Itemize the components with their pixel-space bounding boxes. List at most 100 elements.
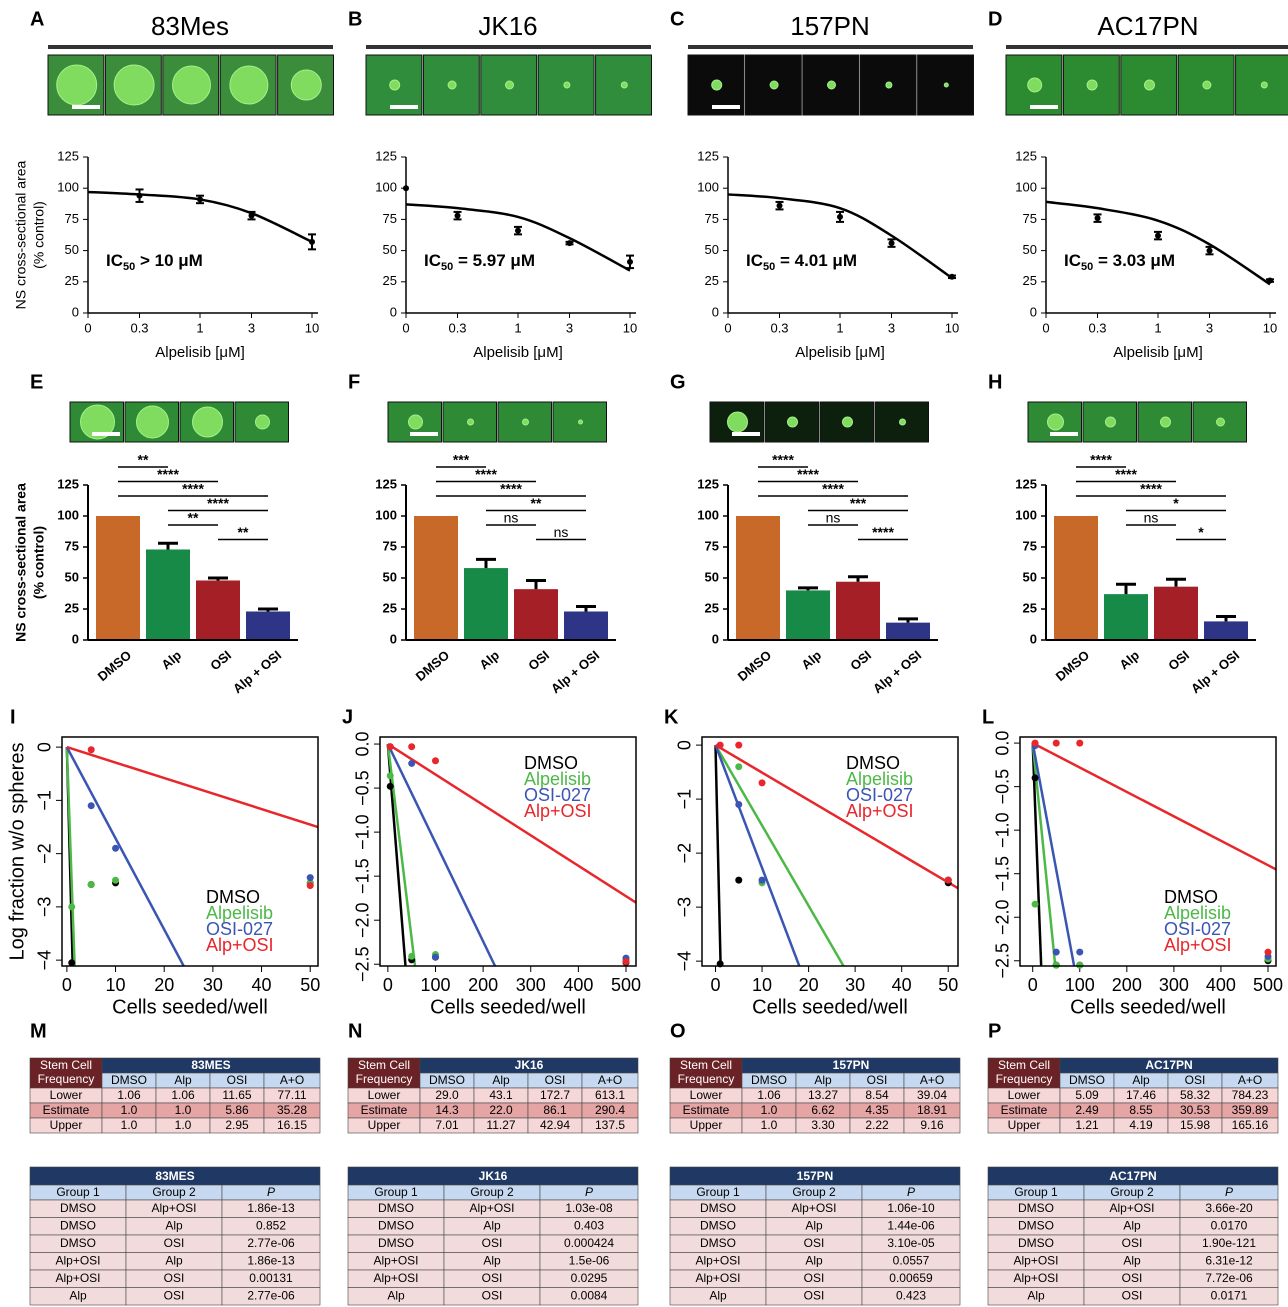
significance-label: **** (822, 481, 844, 497)
significance-label: **** (182, 481, 204, 497)
x-tick-label: Alp + OSI (1188, 647, 1242, 696)
bar (564, 611, 608, 640)
y-tick-label: 125 (375, 148, 397, 163)
panel-letter: J (342, 706, 353, 728)
cell-text: 1.44e-06 (887, 1219, 935, 1233)
x-tick-label: 3 (888, 320, 895, 335)
x-tick-label: 100 (1065, 975, 1095, 995)
spheroid (1203, 81, 1211, 89)
plot-frame (62, 737, 318, 966)
cell-text: Estimate (43, 1103, 90, 1117)
column-header: Group 1 (696, 1185, 740, 1199)
y-tick-label: −3 (35, 897, 55, 918)
column-header: Alp (1132, 1073, 1150, 1087)
y-tick-label: 75 (705, 538, 719, 553)
scale-bar (410, 432, 438, 436)
significance-label: **** (475, 466, 497, 482)
y-tick-label: 125 (1015, 476, 1037, 491)
x-tick-label: Alp (158, 647, 184, 672)
x-tick-label: 0 (84, 320, 91, 335)
y-tick-label: 125 (375, 476, 397, 491)
x-tick-label: 10 (1263, 320, 1277, 335)
table-title: 83MES (191, 1058, 230, 1072)
spheroid (828, 81, 836, 89)
bar (464, 568, 508, 640)
cell-text: 0.0557 (893, 1254, 930, 1268)
annotation-text: = 4.01 μM (775, 251, 857, 270)
data-point (1207, 248, 1213, 254)
spheroid (523, 419, 529, 425)
corner-label: Stem Cell (680, 1058, 732, 1072)
spheroid (944, 83, 948, 87)
y-tick-label: −1.5 (993, 856, 1013, 892)
panel-letter: C (670, 8, 684, 30)
y-tick-label: 50 (383, 242, 397, 257)
cell-text: 11.27 (486, 1118, 515, 1132)
data-point (837, 214, 843, 220)
data-point (777, 203, 783, 209)
cell-text: 0.0171 (1211, 1289, 1248, 1303)
x-tick-label: 0 (383, 975, 393, 995)
cell-text: 172.7 (540, 1088, 570, 1102)
scale-bar (1030, 105, 1058, 109)
significance-label: ns (826, 510, 841, 526)
bar (1054, 516, 1098, 640)
cell-text: 43.1 (489, 1088, 513, 1102)
spheroid (291, 70, 321, 100)
legend-entry: Alp+OSI (524, 801, 592, 821)
fit-curve (1046, 202, 1270, 284)
data-point (432, 757, 439, 764)
cell-text: 290.4 (595, 1103, 625, 1117)
y-tick-label: 50 (1023, 242, 1037, 257)
cell-text: Alp+OSI (1109, 1201, 1154, 1215)
corner-label: Stem Cell (998, 1058, 1050, 1072)
bar (736, 516, 780, 640)
y-tick-label: −4 (675, 951, 695, 972)
y-axis-label: (% control) (31, 201, 47, 269)
x-tick-label: 200 (468, 975, 498, 995)
column-header: A+O (920, 1073, 944, 1087)
cell-text: Alp (805, 1219, 823, 1233)
cell-text: 2.77e-06 (247, 1289, 295, 1303)
fit-line (715, 745, 958, 888)
cell-text: 1.0 (761, 1118, 778, 1132)
column-header: P (267, 1185, 275, 1199)
cell-text: 5.09 (1075, 1088, 1099, 1102)
spheroid (770, 81, 778, 89)
significance-label: ** (188, 510, 199, 526)
corner-label: Frequency (996, 1072, 1053, 1086)
y-tick-label: 100 (1015, 180, 1037, 195)
cell-text: 3.30 (811, 1118, 835, 1132)
column-header: P (1225, 1185, 1233, 1199)
annotation-prefix: IC (106, 251, 123, 270)
x-tick-label: 0 (1042, 320, 1049, 335)
x-tick-label: 1 (514, 320, 521, 335)
cell-text: 1.90e-121 (1202, 1236, 1256, 1250)
cell-text: 13.27 (808, 1088, 838, 1102)
x-tick-label: Alp (476, 647, 502, 672)
significance-label: ** (531, 495, 542, 511)
cell-text: Alp (483, 1254, 501, 1268)
bar (1154, 587, 1198, 640)
x-axis-label: Cells seeded/well (1070, 996, 1226, 1018)
significance-label: **** (1090, 452, 1112, 468)
cell-text: 9.16 (920, 1118, 944, 1132)
fit-line (715, 745, 843, 966)
significance-label: * (1173, 495, 1179, 511)
figure: A83MesBJK16C157PNDAC17PN025507510012500.… (0, 0, 1288, 1307)
cell-text: Alp (387, 1289, 405, 1303)
bar (146, 549, 190, 640)
cell-text: 1.21 (1075, 1118, 1099, 1132)
data-point (403, 185, 409, 191)
bar (786, 590, 830, 640)
scale-bar (732, 432, 760, 436)
bar (196, 580, 240, 640)
data-point (1076, 949, 1083, 956)
cell-text: 8.54 (865, 1088, 889, 1102)
bar (886, 623, 930, 640)
panel-letter: G (670, 371, 686, 393)
cell-text: 0.00131 (249, 1271, 293, 1285)
cell-text: 0.00659 (889, 1271, 933, 1285)
annotation-prefix: IC (424, 251, 441, 270)
cell-text: DMSO (1018, 1236, 1054, 1250)
